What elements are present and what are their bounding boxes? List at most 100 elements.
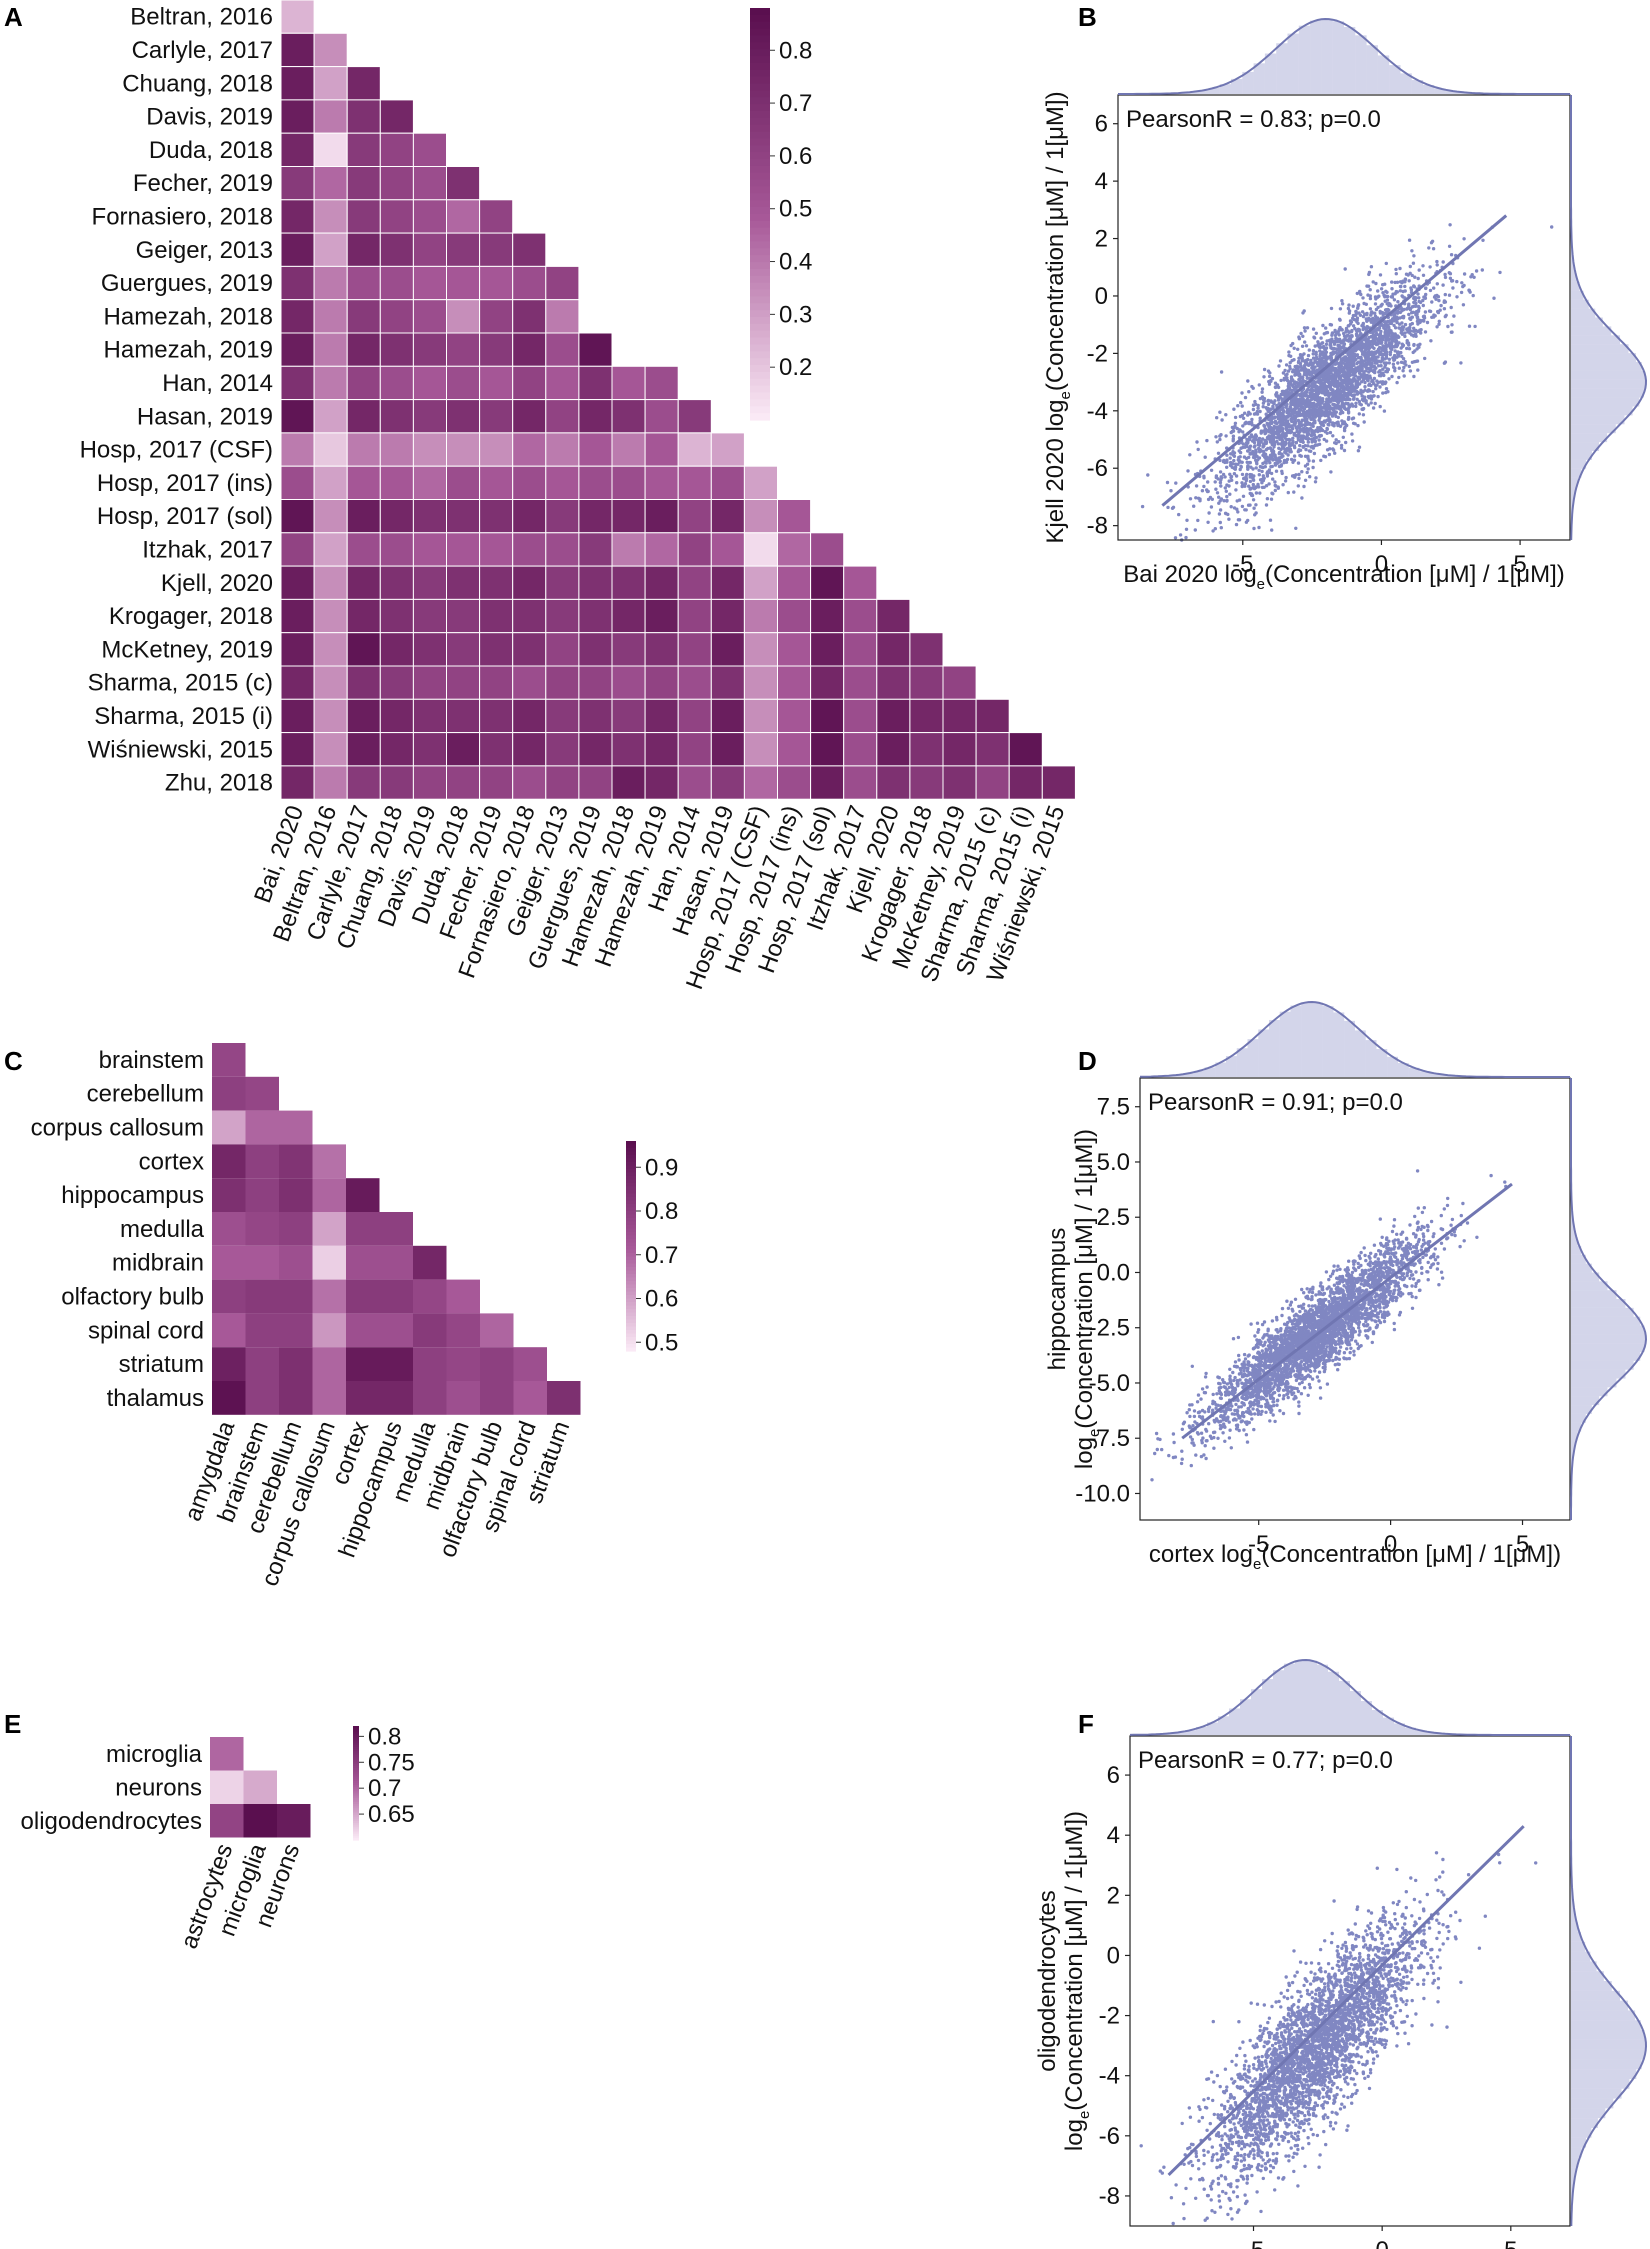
heatmap-cell: [412, 632, 447, 667]
heatmap-cell: [379, 332, 414, 367]
scatter-point: [1330, 346, 1334, 350]
scatter-point: [1337, 327, 1342, 332]
scatter-point: [1445, 1203, 1450, 1208]
scatter-point: [1412, 374, 1416, 379]
scatter-point: [1321, 411, 1325, 416]
scatter-point: [1467, 324, 1472, 328]
colorbar-step: [750, 186, 770, 194]
heatmap-cell: [346, 265, 381, 301]
row-label: Hosp, 2017 (ins): [97, 470, 273, 497]
colorbar-step: [750, 365, 770, 373]
scatter-point: [1365, 325, 1370, 330]
scatter-point: [1236, 510, 1240, 514]
scatter-point: [1331, 394, 1335, 398]
scatter-point: [1260, 1349, 1265, 1353]
scatter-point: [1328, 447, 1332, 451]
heatmap-cell: [1041, 765, 1076, 800]
heatmap-cell: [212, 1043, 246, 1077]
scatter-point: [1299, 420, 1303, 425]
scatter-point: [1240, 404, 1244, 408]
scatter-point: [1329, 470, 1333, 474]
scatter-point: [1361, 327, 1365, 332]
heatmap-cell: [512, 632, 547, 667]
scatter-point: [1347, 415, 1351, 420]
scatter-point: [1328, 384, 1332, 388]
scatter-point: [1427, 246, 1431, 250]
scatter-point: [1243, 395, 1248, 400]
scatter-point: [1360, 394, 1364, 398]
heatmap-cell: [412, 698, 447, 734]
heatmap-cell: [446, 299, 481, 334]
colorbar-step: [750, 104, 770, 112]
scatter-point: [1286, 490, 1291, 495]
scatter-point: [1314, 352, 1318, 357]
colorbar-step: [750, 392, 770, 400]
colorbar-step: [626, 1235, 636, 1240]
scatter-point: [1436, 295, 1441, 299]
scatter-point: [1234, 474, 1239, 478]
scatter-point: [1423, 356, 1427, 361]
scatter-point: [1262, 375, 1266, 379]
scatter-point: [1368, 1326, 1372, 1330]
colorbar-step: [750, 255, 770, 263]
scatter-point: [1352, 1349, 1356, 1354]
colorbar-step: [626, 1193, 636, 1198]
heatmap-cell: [777, 765, 812, 800]
scatter-point: [1263, 455, 1267, 459]
scatter-point: [1348, 319, 1353, 323]
scatter-point: [1326, 393, 1330, 397]
scatter-point: [1423, 295, 1427, 299]
scatter-point: [1228, 472, 1232, 476]
scatter-point: [1289, 429, 1293, 434]
scatter-point: [1289, 417, 1293, 422]
scatter-point: [1297, 472, 1301, 477]
scatter-point: [1371, 335, 1376, 339]
heatmap-cell: [346, 765, 381, 800]
heatmap-cell: [346, 665, 381, 700]
scatter-point: [1211, 1392, 1215, 1397]
heatmap-cell: [313, 99, 348, 134]
colorbar-step: [750, 138, 770, 146]
scatter-point: [1300, 359, 1305, 363]
scatter-point: [1279, 413, 1284, 418]
heatmap-cell: [312, 1178, 346, 1212]
scatter-point: [1237, 518, 1242, 522]
heatmap-cell: [412, 665, 447, 700]
scatter-point: [1352, 393, 1357, 397]
heatmap-cell: [644, 399, 679, 434]
scatter-point: [1447, 293, 1452, 297]
heatmap-cell: [710, 565, 745, 600]
scatter-point: [1469, 275, 1473, 279]
scatter-point: [1377, 364, 1381, 368]
scatter-point: [1354, 401, 1358, 405]
scatter-point: [1396, 300, 1400, 304]
heatmap-cell: [379, 299, 414, 334]
scatter-point: [1288, 367, 1292, 371]
scatter-point: [1264, 503, 1269, 507]
colorbar-step: [626, 1298, 636, 1303]
heatmap-cell: [346, 465, 381, 501]
scatter-point: [1432, 313, 1436, 317]
colorbar-step: [750, 323, 770, 332]
scatter-point: [1271, 477, 1275, 481]
scatter-point: [1251, 455, 1256, 460]
scatter-point: [1314, 435, 1319, 440]
scatter-point: [1361, 296, 1365, 300]
heatmap-cell: [446, 665, 481, 700]
scatter-point: [1313, 344, 1317, 348]
heatmap-cell: [479, 532, 514, 567]
scatter-point: [1436, 310, 1441, 315]
scatter-point: [1306, 440, 1311, 444]
scatter-point: [1293, 380, 1297, 384]
scatter-point: [1357, 412, 1362, 416]
scatter-point: [1409, 288, 1414, 292]
scatter-point: [1407, 302, 1411, 306]
scatter-point: [1401, 316, 1406, 320]
scatter-point: [1421, 273, 1426, 277]
scatter-point: [1233, 415, 1238, 420]
heatmap-cell: [346, 1279, 380, 1314]
scatter-point: [1288, 361, 1292, 365]
scatter-point: [1311, 352, 1315, 356]
heatmap-cell: [313, 532, 348, 567]
scatter-point: [1311, 327, 1316, 331]
